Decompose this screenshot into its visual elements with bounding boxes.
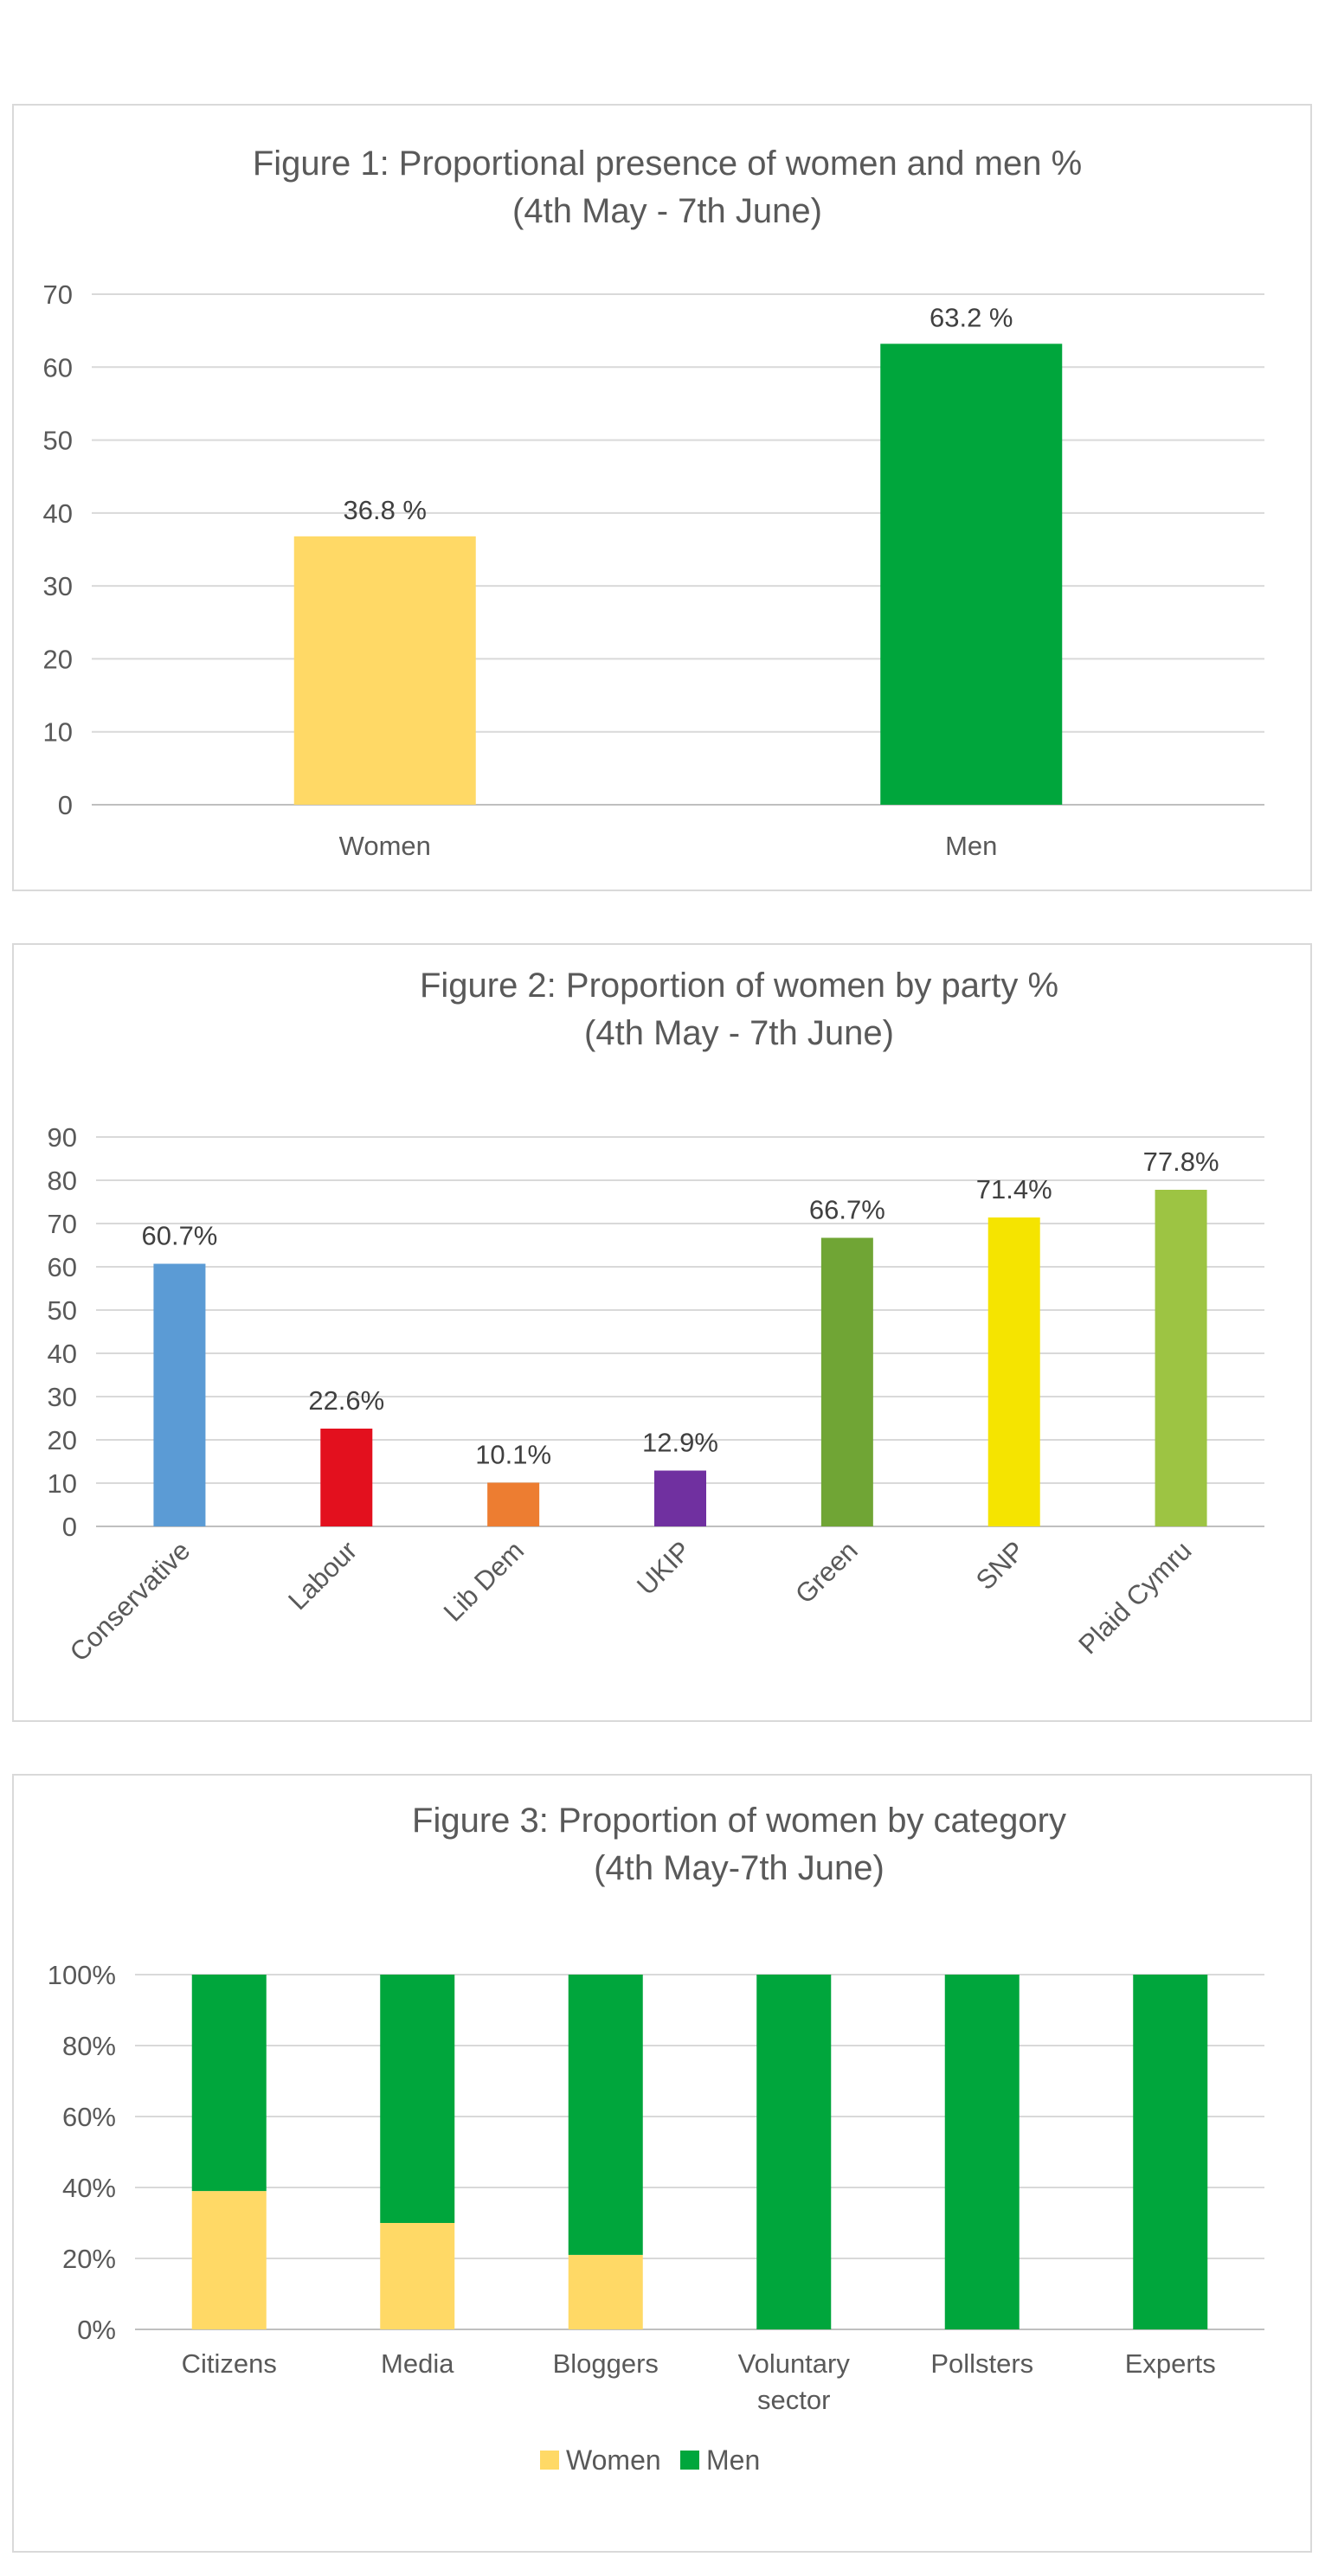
bar-segment [568, 2254, 643, 2329]
x-tick-label: Pollsters [930, 2348, 1033, 2379]
y-tick-label: 30 [43, 571, 73, 601]
legend-swatch-men [680, 2451, 699, 2470]
bar [320, 1429, 373, 1526]
data-label: 22.6% [308, 1385, 384, 1416]
data-label: 12.9% [642, 1428, 718, 1458]
bar [654, 1470, 706, 1526]
figure-1-panel: Figure 1: Proportional presence of women… [12, 104, 1312, 891]
y-tick-label: 30 [48, 1382, 77, 1412]
legend-label-women: Women [566, 2444, 661, 2476]
x-tick-label: UKIP [631, 1535, 697, 1601]
bar-segment [1133, 1975, 1208, 2329]
figure-1-title: Figure 1: Proportional presence of women… [253, 145, 1082, 183]
y-tick-label: 80 [48, 1166, 77, 1196]
y-tick-label: 10 [48, 1468, 77, 1499]
y-tick-label: 20% [62, 2244, 116, 2274]
y-tick-label: 50 [48, 1295, 77, 1326]
figure-3-subtitle: (4th May-7th June) [594, 1849, 884, 1887]
figure-1-subtitle: (4th May - 7th June) [512, 192, 822, 230]
data-label: 36.8 % [343, 495, 427, 525]
y-tick-label: 0% [77, 2315, 116, 2345]
bar-segment [380, 1975, 455, 2223]
legend-swatch-women [540, 2451, 559, 2470]
x-tick-label: Green [789, 1535, 864, 1609]
x-tick-label: Men [945, 831, 997, 861]
y-tick-label: 100% [48, 1960, 116, 1990]
figure-2-subtitle: (4th May - 7th June) [584, 1014, 894, 1052]
y-tick-label: 60 [43, 352, 73, 382]
x-tick-label: Labour [282, 1535, 363, 1616]
x-tick-label: SNP [970, 1535, 1031, 1596]
y-tick-label: 60 [48, 1252, 77, 1282]
data-label: 10.1% [475, 1440, 551, 1470]
x-tick-label: Women [339, 831, 431, 861]
data-label: 66.7% [809, 1195, 885, 1225]
x-tick-label: Media [381, 2348, 454, 2379]
bar [880, 344, 1063, 805]
bar-segment [568, 1975, 643, 2255]
figure-3-legend: Women Men [540, 2444, 760, 2476]
data-label: 77.8% [1143, 1147, 1219, 1177]
y-tick-label: 0 [58, 790, 73, 820]
figure-2-chart: Figure 2: Proportion of women by party %… [48, 967, 1264, 1667]
x-tick-label: Voluntary [738, 2348, 851, 2379]
bar [293, 536, 476, 805]
x-tick-label: sector [757, 2385, 830, 2415]
y-tick-label: 20 [48, 1425, 77, 1455]
bar-segment [756, 1975, 832, 2329]
bar [153, 1263, 206, 1526]
x-tick-label: Conservative [64, 1535, 196, 1667]
data-label: 63.2 % [930, 302, 1013, 332]
data-label: 71.4% [976, 1174, 1052, 1204]
y-tick-label: 70 [48, 1209, 77, 1239]
y-tick-label: 60% [62, 2102, 116, 2132]
x-tick-label: Lib Dem [438, 1535, 530, 1627]
figure-3-chart: Figure 3: Proportion of women by categor… [48, 1802, 1264, 2476]
bar [487, 1482, 540, 1526]
bar-segment [380, 2223, 455, 2329]
y-tick-label: 90 [48, 1122, 77, 1153]
x-tick-label: Plaid Cymru [1072, 1535, 1197, 1660]
figure-3-title: Figure 3: Proportion of women by categor… [412, 1802, 1066, 1840]
legend-label-men: Men [706, 2444, 760, 2476]
y-tick-label: 10 [43, 717, 73, 748]
x-tick-label: Experts [1125, 2348, 1216, 2379]
bar-segment [191, 1975, 267, 2192]
bar [1155, 1190, 1207, 1526]
x-tick-label: Citizens [182, 2348, 277, 2379]
figure-2-title: Figure 2: Proportion of women by party % [420, 967, 1058, 1005]
figure-3-panel: Figure 3: Proportion of women by categor… [12, 1774, 1312, 2553]
bar-segment [191, 2191, 267, 2329]
data-label: 60.7% [141, 1221, 217, 1251]
y-tick-label: 40 [43, 498, 73, 529]
figure-2-panel: Figure 2: Proportion of women by party %… [12, 943, 1312, 1722]
bar-segment [944, 1975, 1020, 2329]
y-tick-label: 40 [48, 1339, 77, 1369]
y-tick-label: 40% [62, 2173, 116, 2203]
y-tick-label: 20 [43, 644, 73, 674]
y-tick-label: 80% [62, 2031, 116, 2061]
figure-1-chart: Figure 1: Proportional presence of women… [43, 145, 1264, 861]
y-tick-label: 0 [62, 1512, 77, 1542]
bar [820, 1237, 873, 1526]
x-tick-label: Bloggers [553, 2348, 659, 2379]
y-tick-label: 70 [43, 279, 73, 310]
bar [987, 1217, 1040, 1526]
y-tick-label: 50 [43, 426, 73, 456]
